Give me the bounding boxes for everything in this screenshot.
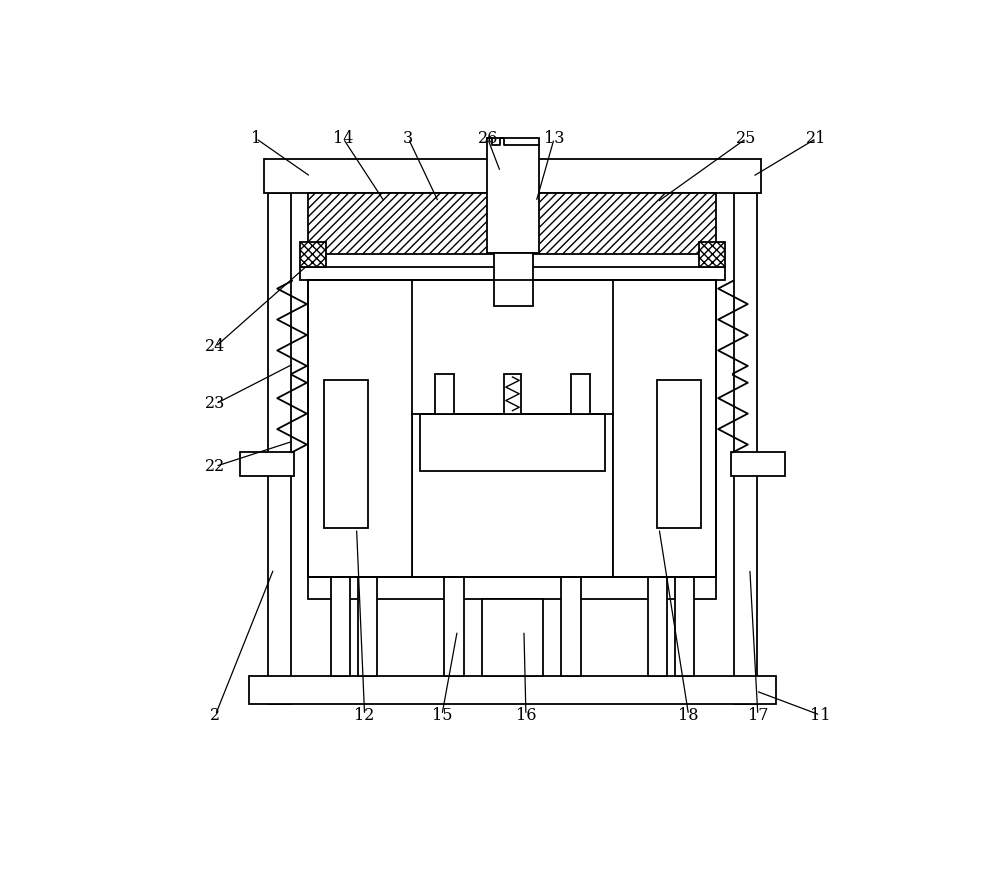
Bar bbox=[308, 577, 716, 599]
Text: 1: 1 bbox=[251, 130, 261, 147]
Bar bbox=[268, 194, 291, 705]
Text: 15: 15 bbox=[432, 706, 452, 724]
Bar bbox=[308, 375, 412, 577]
Bar bbox=[308, 194, 716, 254]
Bar bbox=[613, 375, 716, 577]
Text: 24: 24 bbox=[205, 338, 226, 355]
Bar bbox=[482, 599, 543, 676]
Bar bbox=[300, 242, 326, 267]
Text: 17: 17 bbox=[748, 706, 768, 724]
Bar bbox=[675, 577, 694, 676]
Bar bbox=[308, 279, 716, 577]
Bar bbox=[420, 414, 605, 471]
Text: 25: 25 bbox=[736, 130, 757, 147]
Text: 3: 3 bbox=[403, 130, 413, 147]
Bar bbox=[249, 676, 776, 705]
Bar bbox=[412, 375, 613, 577]
Text: 22: 22 bbox=[205, 458, 226, 475]
Text: 21: 21 bbox=[806, 130, 827, 147]
Bar bbox=[734, 194, 757, 705]
Bar bbox=[308, 279, 412, 577]
Bar bbox=[613, 279, 716, 577]
Bar bbox=[308, 279, 716, 577]
Bar bbox=[494, 252, 533, 306]
Text: 14: 14 bbox=[333, 130, 353, 147]
Text: 16: 16 bbox=[516, 706, 536, 724]
Text: 23: 23 bbox=[205, 395, 226, 412]
Text: 2: 2 bbox=[210, 706, 220, 724]
Bar bbox=[412, 279, 613, 414]
Bar bbox=[358, 577, 377, 676]
Bar bbox=[444, 577, 464, 676]
Bar bbox=[657, 381, 701, 528]
Bar bbox=[504, 374, 521, 414]
Bar bbox=[571, 374, 590, 414]
Bar bbox=[699, 242, 725, 267]
Text: 18: 18 bbox=[678, 706, 699, 724]
Text: 11: 11 bbox=[810, 706, 831, 724]
Bar bbox=[648, 577, 667, 676]
Bar bbox=[487, 138, 539, 252]
Bar bbox=[561, 577, 581, 676]
Text: 12: 12 bbox=[354, 706, 375, 724]
Bar bbox=[324, 381, 368, 528]
Bar bbox=[331, 577, 350, 676]
Bar bbox=[240, 452, 294, 476]
Bar bbox=[264, 159, 761, 194]
Text: 26: 26 bbox=[477, 130, 498, 147]
Text: 13: 13 bbox=[544, 130, 564, 147]
Bar bbox=[731, 452, 785, 476]
Bar bbox=[435, 374, 454, 414]
Bar bbox=[300, 267, 725, 279]
